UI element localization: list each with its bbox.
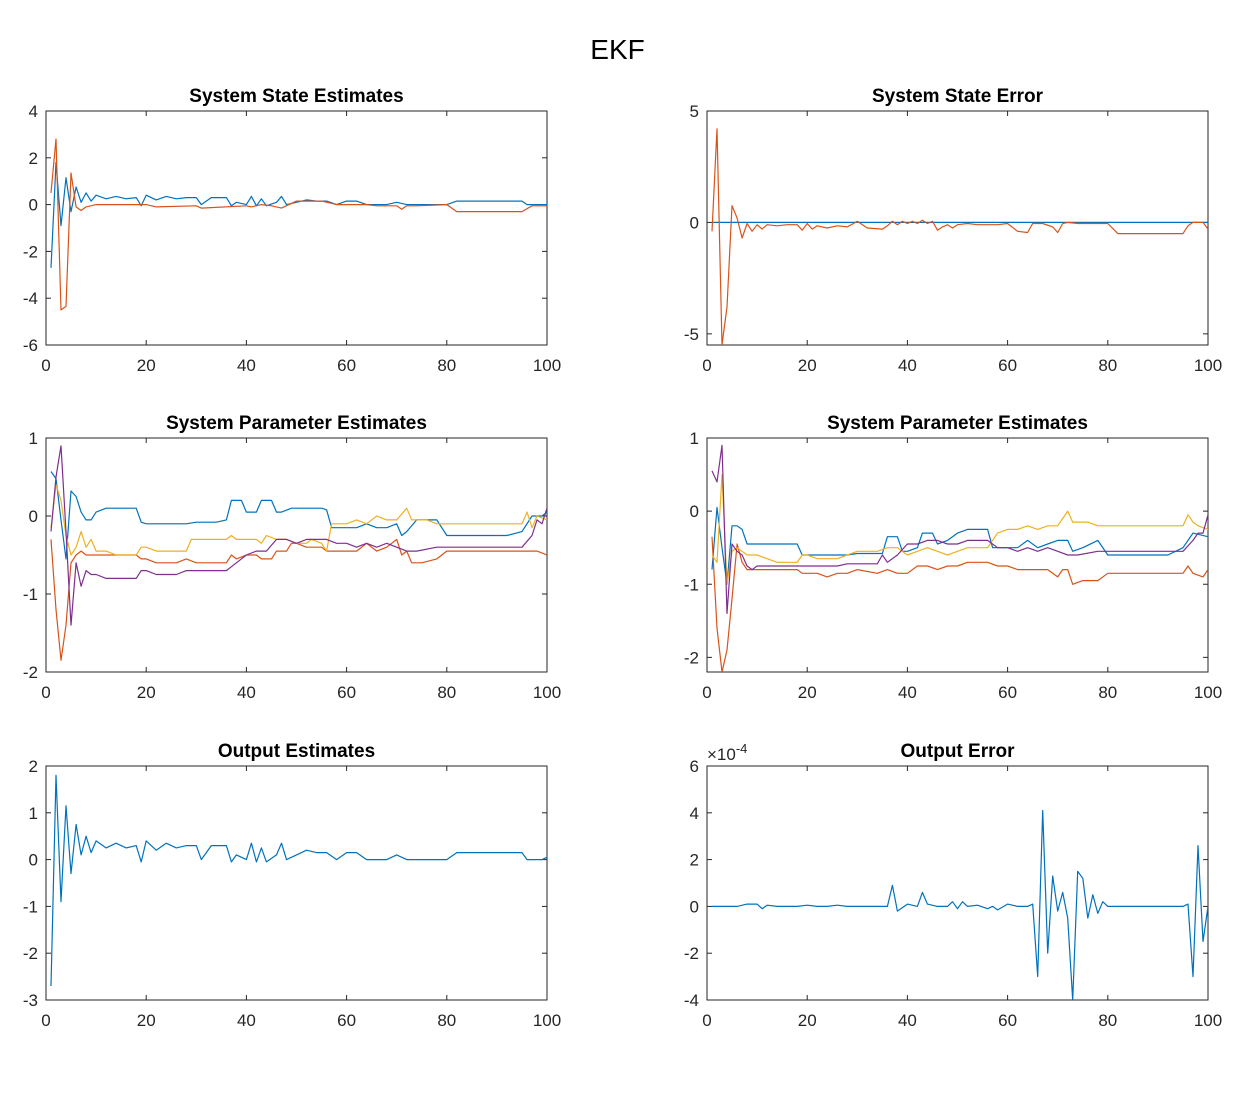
y-tick-label: 4 — [29, 102, 38, 121]
x-tick-label: 20 — [798, 356, 817, 375]
axes-box — [45, 765, 548, 1001]
series-line-2 — [711, 536, 1208, 672]
x-tick-label: 80 — [437, 683, 456, 702]
y-tick-label: -1 — [23, 897, 38, 916]
y-tick-label: 0 — [29, 851, 38, 870]
y-tick-label: 0 — [690, 897, 699, 916]
y-tick-label: 6 — [690, 757, 699, 776]
series-line-1 — [50, 774, 547, 987]
y-tick-label: -2 — [684, 648, 699, 667]
exponent-label: ×10-4 — [707, 741, 747, 764]
series-line-1 — [712, 809, 1208, 1000]
y-tick-label: 0 — [690, 213, 699, 232]
x-tick-label: 20 — [137, 683, 156, 702]
series-line-1 — [711, 506, 1208, 585]
subplot-title: System State Estimates — [189, 86, 403, 107]
x-tick-label: 0 — [41, 1011, 50, 1030]
x-tick-label: 100 — [533, 356, 561, 375]
x-tick-label: 100 — [533, 683, 561, 702]
y-tick-label: 5 — [690, 102, 699, 121]
x-tick-label: 20 — [798, 683, 817, 702]
subplot-3: 0 20 40 60 80 100 -2 -1 0 1 System Parameter Estim… — [23, 413, 561, 702]
series-line-3 — [50, 484, 547, 556]
y-tick-label: -3 — [23, 991, 38, 1010]
axes-box — [706, 110, 1209, 346]
x-tick-label: 20 — [137, 356, 156, 375]
y-tick-label: 1 — [690, 429, 699, 448]
y-tick-label: 2 — [29, 757, 38, 776]
figure-title: EKF — [590, 34, 645, 65]
x-tick-label: 20 — [137, 1011, 156, 1030]
x-tick-label: 100 — [533, 1011, 561, 1030]
y-tick-label: -2 — [684, 944, 699, 963]
series-line-1 — [50, 161, 547, 268]
y-tick-label: -5 — [684, 325, 699, 344]
x-tick-label: 60 — [998, 356, 1017, 375]
x-tick-label: 0 — [702, 356, 711, 375]
y-tick-label: 4 — [690, 804, 699, 823]
x-tick-label: 0 — [41, 356, 50, 375]
y-tick-label: 1 — [29, 804, 38, 823]
x-tick-label: 40 — [237, 1011, 256, 1030]
x-tick-label: 0 — [702, 1011, 711, 1030]
subplot-5: 0 20 40 60 80 100 -3 -2 -1 0 1 2 Output Estimates — [23, 741, 561, 1030]
y-tick-label: -4 — [23, 289, 38, 308]
x-tick-label: 80 — [1098, 1011, 1117, 1030]
y-tick-label: 2 — [690, 851, 699, 870]
y-tick-label: -2 — [23, 242, 38, 261]
x-tick-label: 80 — [1098, 683, 1117, 702]
y-tick-label: 0 — [29, 507, 38, 526]
x-tick-label: 100 — [1194, 1011, 1222, 1030]
subplot-title: System Parameter Estimates — [827, 413, 1088, 434]
subplot-title: Output Error — [901, 741, 1016, 762]
x-tick-label: 60 — [337, 356, 356, 375]
y-tick-label: -2 — [23, 663, 38, 682]
y-tick-label: 1 — [29, 429, 38, 448]
series-line-4 — [50, 445, 547, 626]
y-tick-label: -1 — [23, 585, 38, 604]
x-tick-label: 80 — [437, 1011, 456, 1030]
x-tick-label: 80 — [437, 356, 456, 375]
axes-box — [706, 765, 1209, 1001]
x-tick-label: 0 — [702, 683, 711, 702]
x-tick-label: 60 — [337, 683, 356, 702]
x-tick-label: 0 — [41, 683, 50, 702]
x-tick-label: 40 — [898, 1011, 917, 1030]
subplot-title: Output Estimates — [218, 741, 375, 762]
series-line-2 — [50, 538, 547, 661]
y-tick-label: 0 — [690, 502, 699, 521]
x-tick-label: 60 — [337, 1011, 356, 1030]
subplot-4: 0 20 40 60 80 100 -2 -1 0 1 System Parameter Estim… — [684, 413, 1222, 702]
series-line-1 — [50, 471, 547, 560]
x-tick-label: 100 — [1194, 356, 1222, 375]
subplot-title: System Parameter Estimates — [166, 413, 427, 434]
subplot-6: 0 20 40 60 80 100 -4 -2 0 2 4 6 Output Error ×10-4 — [684, 741, 1222, 1030]
y-tick-label: -2 — [23, 944, 38, 963]
x-tick-label: 40 — [898, 683, 917, 702]
x-tick-label: 40 — [898, 356, 917, 375]
axes-box — [45, 110, 548, 346]
series-line-2 — [50, 138, 547, 311]
y-tick-label: -1 — [684, 575, 699, 594]
subplot-1: 0 20 40 60 80 100 -6 -4 -2 0 2 4 System State Estima… — [23, 86, 561, 375]
x-tick-label: 40 — [237, 356, 256, 375]
y-tick-label: 2 — [29, 149, 38, 168]
x-tick-label: 40 — [237, 683, 256, 702]
y-tick-label: -4 — [684, 991, 699, 1010]
x-tick-label: 100 — [1194, 683, 1222, 702]
subplot-title: System State Error — [872, 86, 1044, 107]
x-tick-label: 60 — [998, 1011, 1017, 1030]
x-tick-label: 20 — [798, 1011, 817, 1030]
x-tick-label: 80 — [1098, 356, 1117, 375]
x-tick-label: 60 — [998, 683, 1017, 702]
y-tick-label: 0 — [29, 196, 38, 215]
y-tick-label: -6 — [23, 336, 38, 355]
series-line-3 — [711, 474, 1208, 585]
series-line-4 — [711, 444, 1208, 615]
series-line-2 — [711, 128, 1208, 345]
